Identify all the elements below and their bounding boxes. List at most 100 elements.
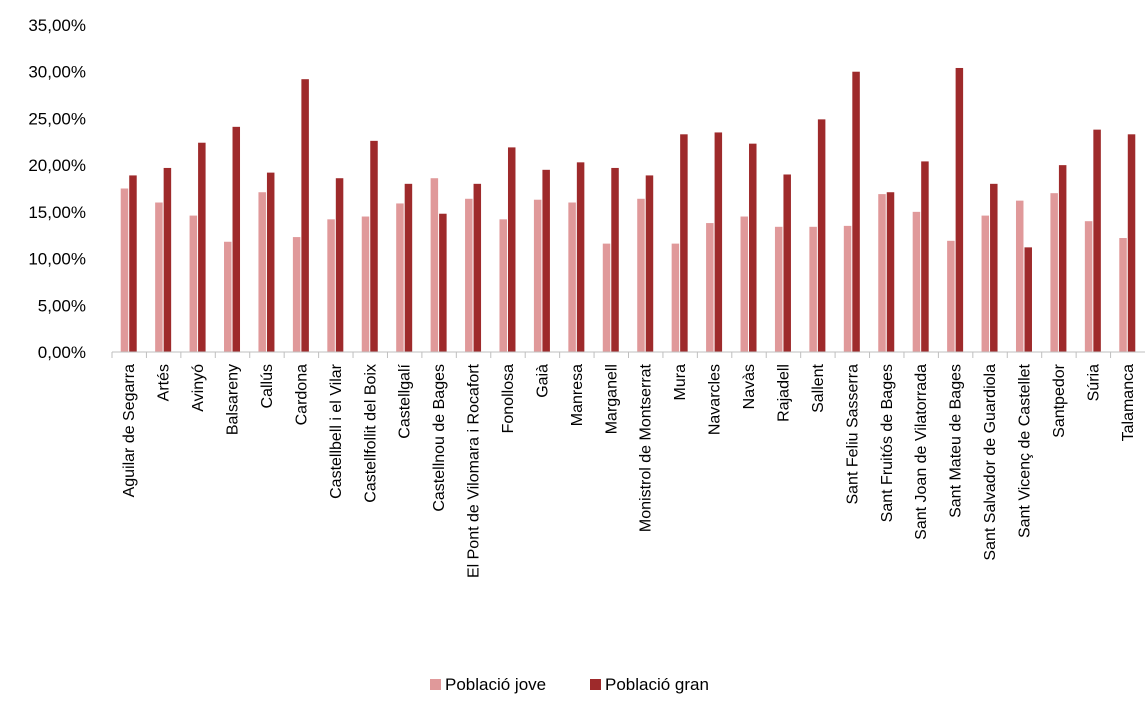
bar-poblacio-gran — [852, 71, 860, 352]
bar-poblacio-jove — [809, 226, 817, 352]
bar-poblacio-jove — [430, 178, 439, 352]
bar-poblacio-jove — [189, 215, 198, 352]
bar-poblacio-jove — [327, 219, 335, 352]
x-category-label: Callús — [259, 364, 276, 408]
x-category-label: Sallent — [810, 363, 827, 412]
bar-poblacio-gran — [1058, 165, 1067, 352]
bar-poblacio-gran — [129, 175, 137, 352]
bar-poblacio-gran — [542, 169, 550, 352]
x-category-label: Rajadell — [775, 364, 792, 422]
bar-poblacio-gran — [576, 162, 585, 352]
bar-poblacio-jove — [499, 219, 507, 352]
bar-poblacio-gran — [1127, 134, 1136, 352]
x-category-label: Talamanca — [1120, 364, 1137, 441]
bar-poblacio-jove — [258, 192, 266, 352]
legend-label: Població jove — [445, 675, 546, 694]
bar-poblacio-gran — [163, 167, 172, 352]
x-category-label: Súria — [1085, 364, 1102, 401]
x-category-label: Balsareny — [225, 364, 242, 435]
y-tick-label: 5,00% — [38, 296, 86, 315]
bar-poblacio-gran — [817, 119, 826, 352]
bar-poblacio-gran — [749, 143, 757, 352]
y-tick-label: 0,00% — [38, 343, 86, 362]
x-category-label: Mura — [672, 364, 689, 401]
bar-poblacio-gran — [507, 147, 516, 352]
legend-swatch-poblacio-gran — [590, 679, 601, 690]
legend-label: Població gran — [605, 675, 709, 694]
legend: Població jove Població gran — [430, 675, 709, 694]
x-category-label: Castellgalí — [397, 363, 414, 438]
bar-poblacio-gran — [198, 142, 206, 352]
bar-poblacio-gran — [680, 134, 688, 352]
bar-poblacio-jove — [465, 198, 473, 352]
x-category-label: Monistrol de Montserrat — [638, 363, 655, 532]
y-tick-label: 15,00% — [28, 203, 86, 222]
bar-poblacio-gran — [1024, 247, 1032, 352]
bar-poblacio-jove — [740, 216, 749, 352]
x-category-label: Sant Vicenç de Castellet — [1016, 363, 1033, 538]
x-category-label: Fonollosa — [500, 364, 517, 433]
bar-poblacio-gran — [1093, 129, 1101, 352]
bar-poblacio-jove — [947, 240, 955, 352]
x-category-label: Manresa — [569, 364, 586, 426]
x-category-label: Sant Mateu de Bages — [948, 364, 965, 518]
bar-poblacio-jove — [120, 188, 129, 352]
y-tick-label: 25,00% — [28, 109, 86, 128]
bar-poblacio-gran — [921, 161, 929, 352]
bar-poblacio-jove — [155, 202, 163, 352]
y-axis: 0,00% 5,00% 10,00% 15,00% 20,00% 25,00% 30,00%… — [28, 16, 86, 362]
x-category-label: Marganell — [603, 364, 620, 434]
bar-poblacio-jove — [912, 211, 921, 352]
bar-poblacio-jove — [1084, 221, 1093, 352]
y-tick-label: 30,00% — [28, 63, 86, 82]
bar-poblacio-gran — [370, 140, 378, 352]
category-labels: Aguilar de Segarra Artés Avinyó Balsareny Ca… — [121, 363, 1137, 578]
bar-poblacio-gran — [301, 79, 309, 352]
bar-poblacio-jove — [843, 225, 852, 352]
bar-poblacio-jove — [671, 243, 680, 352]
bar-poblacio-gran — [783, 174, 791, 352]
x-category-label: Avinyó — [190, 364, 207, 412]
bar-poblacio-jove — [774, 226, 783, 352]
bar-poblacio-gran — [645, 175, 654, 352]
bar-poblacio-jove — [224, 241, 232, 352]
x-category-label: Castellbell i el Vilar — [328, 363, 345, 499]
x-category-label: Santpedor — [1051, 363, 1068, 438]
bar-poblacio-gran — [473, 183, 482, 352]
x-category-label: Sant Feliu Sasserra — [844, 364, 861, 505]
bar-poblacio-jove — [1015, 200, 1024, 352]
bar-poblacio-jove — [706, 223, 714, 352]
bar-poblacio-jove — [637, 198, 645, 352]
bar-poblacio-gran — [990, 183, 998, 352]
bar-poblacio-jove — [878, 194, 886, 352]
x-category-label: Gaià — [534, 364, 551, 398]
bar-poblacio-jove — [292, 237, 301, 352]
x-category-label: Artés — [156, 364, 173, 401]
y-tick-label: 20,00% — [28, 156, 86, 175]
x-category-label: Navarcles — [707, 364, 724, 435]
x-category-label: Castellfollit del Boix — [362, 364, 379, 503]
bar-poblacio-gran — [611, 167, 619, 352]
legend-swatch-poblacio-jove — [430, 679, 441, 690]
bar-poblacio-gran — [955, 67, 964, 352]
x-category-label: Sant Fruitós de Bages — [879, 364, 896, 522]
bar-poblacio-jove — [533, 199, 542, 352]
x-category-label: Navàs — [741, 364, 758, 409]
x-category-label: Aguilar de Segarra — [121, 364, 138, 498]
x-category-label: El Pont de Vilomara i Rocafort — [466, 363, 483, 578]
bar-poblacio-jove — [1119, 238, 1127, 352]
x-category-label: Sant Salvador de Guardiola — [982, 364, 999, 561]
y-tick-label: 10,00% — [28, 250, 86, 269]
y-tick-label: 35,00% — [28, 16, 86, 35]
bar-poblacio-gran — [886, 192, 895, 352]
bar-poblacio-gran — [335, 178, 344, 352]
bars — [111, 67, 1136, 358]
bar-poblacio-gran — [266, 172, 275, 352]
bar-poblacio-jove — [361, 216, 370, 352]
bar-poblacio-gran — [404, 183, 413, 352]
x-category-label: Castellnou de Bages — [431, 364, 448, 512]
bar-poblacio-gran — [714, 132, 723, 352]
bar-poblacio-jove — [568, 202, 576, 352]
bar-poblacio-jove — [981, 215, 990, 352]
